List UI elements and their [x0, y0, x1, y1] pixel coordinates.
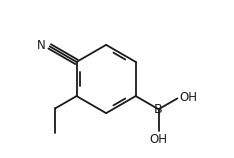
Text: OH: OH [179, 91, 197, 104]
Text: B: B [154, 103, 163, 116]
Text: OH: OH [150, 133, 168, 146]
Text: N: N [37, 39, 46, 52]
